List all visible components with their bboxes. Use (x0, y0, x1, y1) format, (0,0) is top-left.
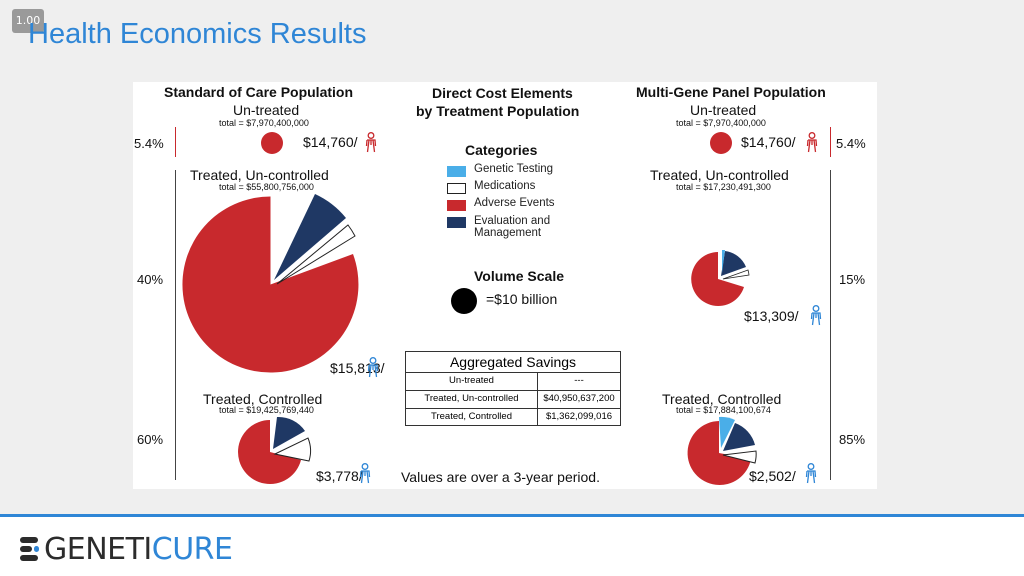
slide-title: Health Economics Results (28, 18, 367, 50)
legend-swatch-genetic-testing (447, 166, 466, 177)
left-uncontrolled-pie (182, 194, 359, 373)
savings-row-value: $1,362,099,016 (545, 411, 613, 422)
logo-wordmark: GENETICURE (44, 532, 233, 567)
right-uncontrolled-percent: 15% (839, 272, 866, 287)
right-untreated-label: Un-treated (690, 102, 757, 118)
savings-row-divider (406, 390, 620, 391)
period-note: Values are over a 3-year period. (401, 469, 600, 485)
person-icon-blue (359, 463, 371, 484)
left-controlled-pie (238, 416, 312, 484)
left-untreated-label: Un-treated (233, 102, 300, 118)
right-untreated-cost: $14,760/ (741, 134, 796, 150)
left-controlled-label: Treated, Controlled (203, 391, 323, 407)
right-controlled-cost: $2,502/ (749, 468, 796, 484)
geneticure-logo: GENETICURE (20, 531, 233, 567)
center-header-line2: by Treatment Population (416, 103, 580, 119)
left-uncontrolled-percent: 40% (137, 272, 164, 287)
legend-label-genetic-testing: Genetic Testing (474, 163, 554, 175)
right-uncontrolled-pie (691, 249, 750, 306)
legend-label-adverse-events: Adverse Events (474, 197, 555, 209)
legend-label-evaluation-line1: Evaluation and (474, 215, 551, 227)
left-untreated-bar (175, 127, 176, 157)
person-icon-blue (367, 357, 379, 378)
table-row: Treated, Controlled $1,362,099,016 (406, 408, 620, 425)
right-controlled-label: Treated, Controlled (662, 391, 782, 407)
legend-label-medications: Medications (474, 180, 536, 192)
right-controlled-percent: 85% (839, 432, 866, 447)
left-untreated-pie (261, 132, 283, 154)
right-uncontrolled-total: total = $17,230,491,300 (676, 182, 771, 192)
left-controlled-percent: 60% (137, 432, 164, 447)
left-untreated-total: total = $7,970,400,000 (219, 118, 309, 128)
savings-row-value: $40,950,637,200 (543, 393, 615, 404)
person-icon-red (806, 132, 818, 153)
right-untreated-bar (830, 127, 831, 157)
legend-swatch-adverse-events (447, 200, 466, 211)
logo-text-part2: CURE (151, 531, 233, 567)
volume-scale-circle (451, 288, 477, 314)
right-population-header: Multi-Gene Panel Population (636, 84, 826, 100)
footer (0, 517, 1024, 576)
volume-scale-title: Volume Scale (474, 268, 565, 284)
savings-column-divider (537, 372, 538, 426)
categories-title: Categories (465, 142, 538, 158)
infographic-panel: Standard of Care Population Un-treated t… (133, 82, 877, 489)
savings-row-name: Un-treated (449, 375, 494, 386)
table-row: Un-treated --- (406, 372, 620, 389)
savings-row-value: --- (574, 375, 584, 386)
aggregated-savings-table: Aggregated Savings Un-treated --- Treate… (405, 351, 621, 426)
left-column-bar (175, 170, 176, 480)
left-controlled-cost: $3,778/ (316, 468, 363, 484)
right-uncontrolled-cost: $13,309/ (744, 308, 799, 324)
person-icon-blue (805, 463, 817, 484)
right-untreated-pie (710, 132, 732, 154)
savings-title: Aggregated Savings (406, 352, 620, 373)
right-controlled-pie (687, 416, 757, 485)
left-untreated-cost: $14,760/ (303, 134, 358, 150)
right-column-bar (830, 170, 831, 480)
left-untreated-percent: 5.4% (134, 136, 164, 151)
logo-mark-icon (20, 537, 39, 561)
center-header-line1: Direct Cost Elements (432, 85, 573, 101)
volume-scale-value: =$10 billion (486, 291, 558, 307)
left-controlled-total: total = $19,425,769,440 (219, 405, 314, 415)
footer-accent-line (0, 514, 1024, 517)
legend-swatch-medications (447, 183, 466, 194)
left-uncontrolled-label: Treated, Un-controlled (190, 167, 329, 183)
person-icon-blue (810, 305, 822, 326)
table-row: Treated, Un-controlled $40,950,637,200 (406, 390, 620, 407)
right-untreated-percent: 5.4% (836, 136, 866, 151)
right-controlled-total: total = $17,884,100,674 (676, 405, 771, 415)
left-population-header: Standard of Care Population (164, 84, 354, 100)
legend-label-evaluation-line2: Management (474, 227, 542, 239)
logo-text-part1: GENETI (44, 531, 152, 567)
slide-number-badge: 1.00 (12, 9, 44, 33)
savings-row-name: Treated, Controlled (431, 411, 512, 422)
person-icon-red (365, 132, 377, 153)
legend-swatch-evaluation-management (447, 217, 466, 228)
right-uncontrolled-label: Treated, Un-controlled (650, 167, 789, 183)
left-uncontrolled-cost: $15,813/ (330, 360, 385, 376)
savings-row-name: Treated, Un-controlled (424, 393, 519, 404)
left-uncontrolled-total: total = $55,800,756,000 (219, 182, 314, 192)
right-untreated-total: total = $7,970,400,000 (676, 118, 766, 128)
savings-row-divider (406, 408, 620, 409)
